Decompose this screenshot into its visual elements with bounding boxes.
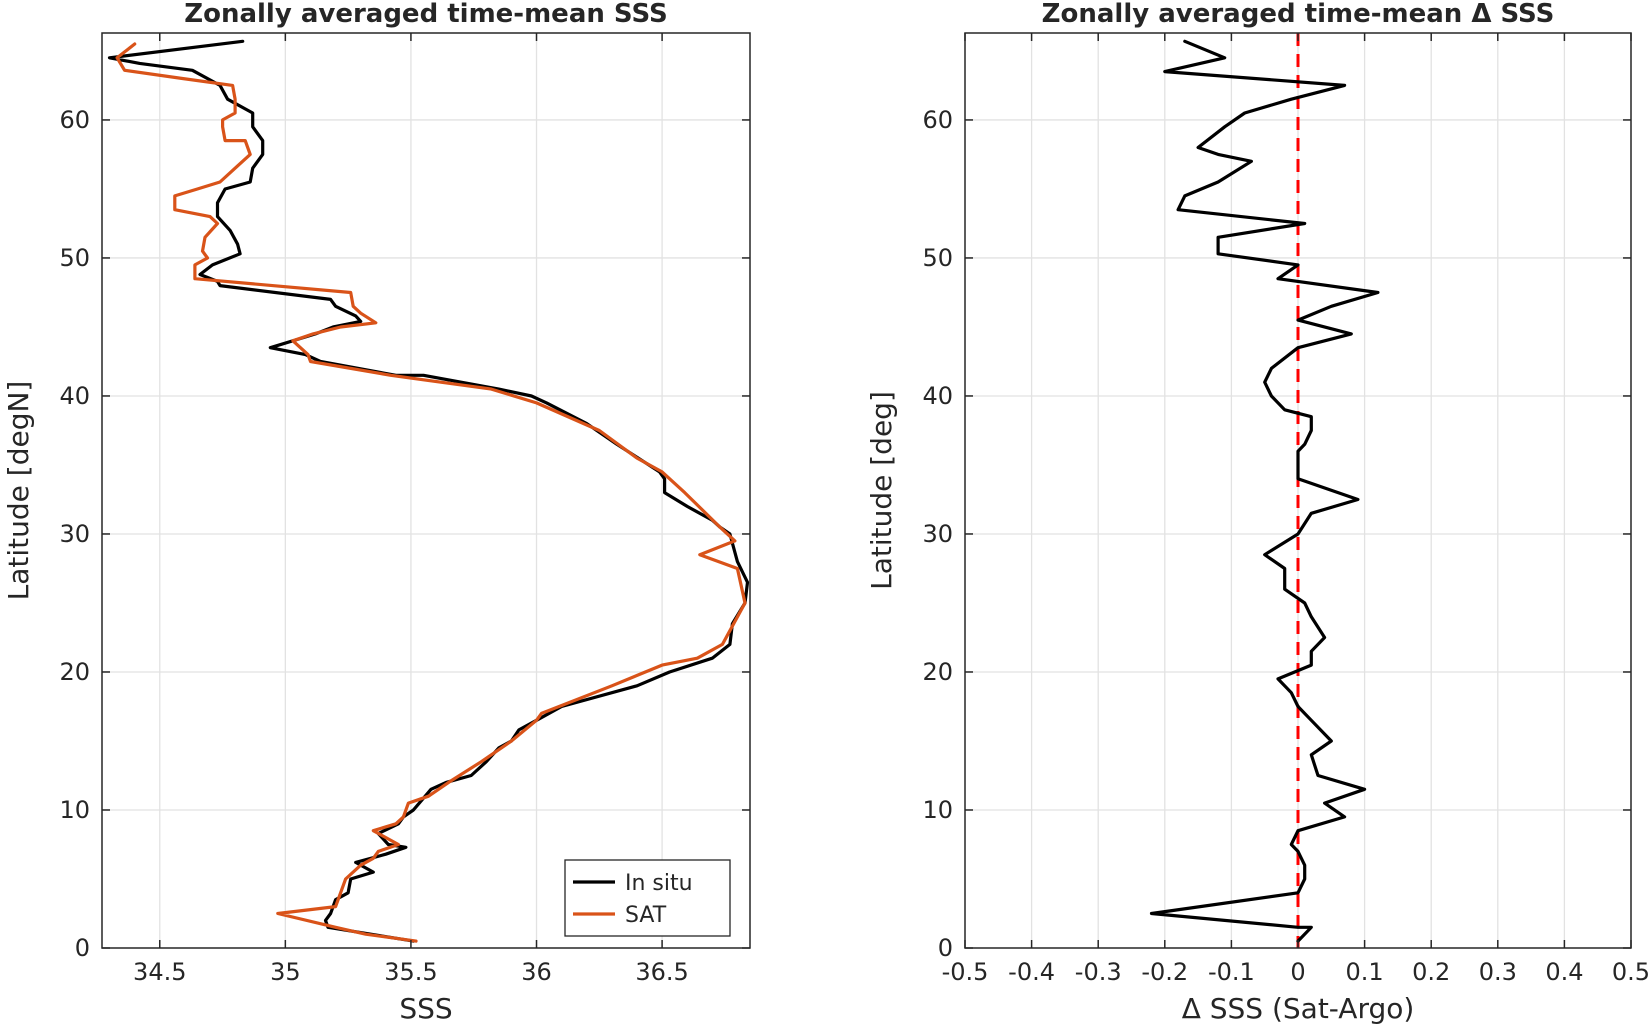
x-tick-label: 35.5 [384, 958, 437, 986]
y-axis-label: Latitude [deg] [865, 391, 898, 590]
x-tick-label: -0.2 [1141, 958, 1188, 986]
y-tick-label: 10 [59, 796, 90, 824]
y-tick-label: 10 [922, 796, 953, 824]
x-tick-label: 0.5 [1612, 958, 1650, 986]
x-tick-label: 36 [521, 958, 552, 986]
x-tick-label: 0.3 [1479, 958, 1517, 986]
y-tick-label: 0 [75, 934, 90, 962]
series-line-sat [115, 42, 747, 943]
x-tick-label: 36.5 [635, 958, 688, 986]
x-axis-label: Δ SSS (Sat-Argo) [1182, 992, 1415, 1025]
x-tick-label: 0.2 [1412, 958, 1450, 986]
y-tick-label: 0 [938, 934, 953, 962]
y-tick-label: 50 [59, 244, 90, 272]
delta-sss-panel: -0.5 -0.4 -0.3 -0.2 -0.1 0 0.1 0.2 0.3 0.4 0.5 0 10 2… [865, 0, 1650, 1025]
y-axis-label: Latitude [degN] [2, 381, 35, 601]
legend-label: In situ [625, 871, 693, 896]
sss-panel: 34.5 35 35.5 36 36.5 0 10 20 30 40 50 60 Zonally ave… [2, 0, 751, 1025]
chart-title: Zonally averaged time-mean SSS [184, 0, 668, 29]
x-tick-label: 0.1 [1346, 958, 1384, 986]
y-tick-label: 50 [922, 244, 953, 272]
y-tick-label: 60 [59, 106, 90, 134]
x-tick-label: 35 [270, 958, 301, 986]
y-tick-label: 30 [59, 520, 90, 548]
x-tick-label: 34.5 [133, 958, 186, 986]
y-tick-label: 60 [922, 106, 953, 134]
series-line-delta-sss [1149, 39, 1380, 943]
y-tick-label: 30 [922, 520, 953, 548]
x-tick-label: 0.4 [1545, 958, 1583, 986]
x-tick-label: -0.3 [1075, 958, 1122, 986]
chart-title: Zonally averaged time-mean Δ SSS [1042, 0, 1555, 29]
x-tick-label: -0.4 [1008, 958, 1055, 986]
axes-box [101, 32, 751, 949]
legend-box [564, 859, 731, 937]
x-tick-label: 0 [1290, 958, 1305, 986]
x-tick-label: -0.5 [942, 958, 989, 986]
axes-background [102, 33, 750, 948]
y-tick-label: 40 [59, 382, 90, 410]
x-tick-label: -0.1 [1208, 958, 1255, 986]
y-tick-label: 40 [922, 382, 953, 410]
y-tick-label: 20 [922, 658, 953, 686]
y-tick-label: 20 [59, 658, 90, 686]
x-axis-label: SSS [399, 992, 452, 1025]
legend-label: SAT [625, 903, 667, 928]
